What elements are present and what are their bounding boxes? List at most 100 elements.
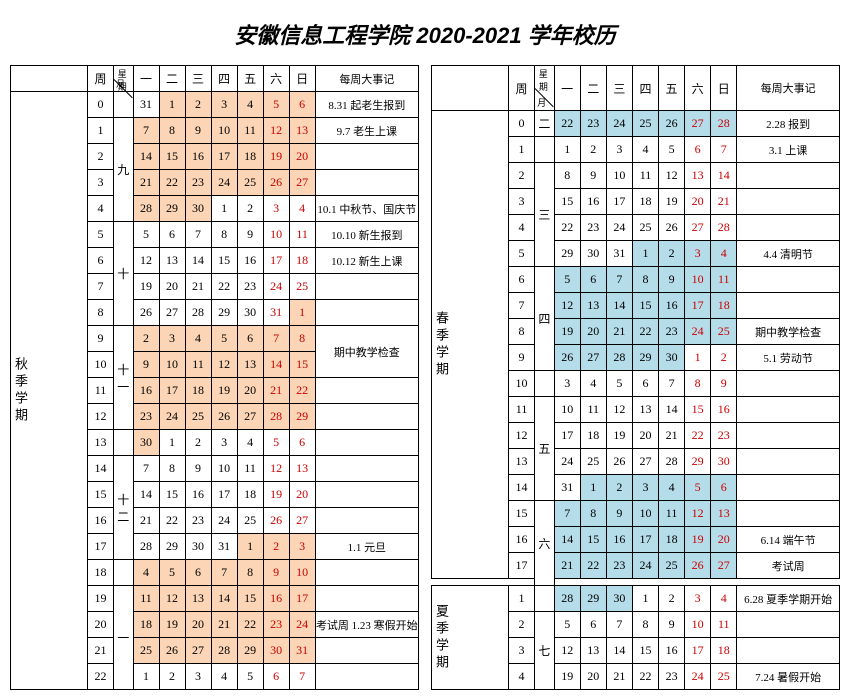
day-cell: 21 (133, 170, 159, 196)
day-cell: 17 (685, 638, 711, 664)
day-cell: 27 (685, 215, 711, 241)
week-num: 6 (509, 267, 535, 293)
day-cell: 5 (606, 371, 632, 397)
month-label: 二 (535, 111, 555, 137)
day-cell: 16 (659, 293, 685, 319)
day-cell: 17 (685, 293, 711, 319)
day-cell: 3 (685, 586, 711, 612)
day-cell: 26 (263, 508, 289, 534)
day-cell: 19 (263, 144, 289, 170)
day-cell: 8 (211, 222, 237, 248)
semester-label: 夏季学期 (432, 586, 509, 690)
day-cell: 11 (133, 586, 159, 612)
event-cell: 期中教学检查 (315, 326, 418, 378)
day-cell: 26 (685, 553, 711, 579)
event-cell (737, 423, 840, 449)
day-cell: 25 (580, 449, 606, 475)
month-label: 七 (535, 612, 555, 690)
day-cell: 31 (554, 475, 580, 501)
day-cell: 7 (711, 137, 737, 163)
event-cell (315, 586, 418, 612)
day-cell: 6 (632, 371, 658, 397)
event-cell (315, 456, 418, 482)
day-cell: 23 (185, 170, 211, 196)
day-cell: 20 (159, 274, 185, 300)
week-num: 4 (88, 196, 114, 222)
event-cell: 10.12 新生上课 (315, 248, 418, 274)
day-cell: 26 (159, 638, 185, 664)
day-cell: 6 (580, 267, 606, 293)
event-cell: 1.1 元旦 (315, 534, 418, 560)
day-cell: 5 (659, 137, 685, 163)
day-cell: 2 (711, 345, 737, 371)
day-cell: 7 (133, 118, 159, 144)
day-cell: 26 (659, 111, 685, 137)
day-cell: 8 (554, 163, 580, 189)
week-num: 19 (88, 586, 114, 612)
day-cell: 16 (185, 144, 211, 170)
day-cell: 2 (580, 137, 606, 163)
day-cell: 3 (606, 137, 632, 163)
day-cell: 22 (632, 664, 658, 690)
day-cell: 3 (185, 664, 211, 690)
day-cell: 4 (185, 326, 211, 352)
day-cell: 12 (659, 163, 685, 189)
month-label: 四 (535, 267, 555, 371)
day-cell: 27 (580, 345, 606, 371)
day-cell: 1 (237, 534, 263, 560)
week-num: 15 (509, 501, 535, 527)
week-num: 16 (88, 508, 114, 534)
day-cell: 20 (711, 527, 737, 553)
day-cell: 3 (289, 534, 315, 560)
day-cell: 16 (606, 527, 632, 553)
day-cell: 6 (237, 326, 263, 352)
week-num: 13 (509, 449, 535, 475)
day-cell: 28 (133, 534, 159, 560)
day-cell: 1 (554, 137, 580, 163)
day-cell: 22 (632, 319, 658, 345)
hdr-day: 三 (606, 66, 632, 111)
day-cell: 9 (237, 222, 263, 248)
day-cell: 5 (685, 475, 711, 501)
day-cell: 21 (554, 553, 580, 579)
week-num: 12 (88, 404, 114, 430)
day-cell: 10 (554, 397, 580, 423)
week-num: 14 (88, 456, 114, 482)
day-cell: 15 (632, 293, 658, 319)
hdr-day: 一 (133, 66, 159, 92)
day-cell: 21 (263, 378, 289, 404)
event-cell: 6.14 端午节 (737, 527, 840, 553)
day-cell: 16 (580, 189, 606, 215)
day-cell: 22 (554, 111, 580, 137)
day-cell: 30 (606, 586, 632, 612)
day-cell: 24 (159, 404, 185, 430)
day-cell: 19 (606, 423, 632, 449)
day-cell: 23 (185, 508, 211, 534)
month-label (114, 430, 134, 456)
day-cell: 7 (554, 501, 580, 527)
day-cell: 24 (685, 319, 711, 345)
hdr-day: 日 (711, 66, 737, 111)
day-cell: 27 (632, 449, 658, 475)
day-cell: 25 (711, 319, 737, 345)
day-cell: 16 (263, 586, 289, 612)
day-cell: 18 (711, 638, 737, 664)
week-num: 4 (509, 215, 535, 241)
day-cell: 26 (554, 345, 580, 371)
day-cell: 14 (606, 638, 632, 664)
day-cell: 5 (554, 267, 580, 293)
day-cell: 1 (211, 196, 237, 222)
day-cell: 29 (554, 241, 580, 267)
day-cell: 5 (554, 612, 580, 638)
day-cell: 21 (711, 189, 737, 215)
day-cell: 11 (659, 501, 685, 527)
hdr-day: 三 (185, 66, 211, 92)
day-cell: 2 (659, 586, 685, 612)
day-cell: 14 (711, 163, 737, 189)
day-cell: 22 (211, 274, 237, 300)
semester-label: 春季学期 (432, 111, 509, 579)
event-cell (315, 274, 418, 300)
event-cell: 8.31 起老生报到 (315, 92, 418, 118)
day-cell: 9 (185, 118, 211, 144)
event-cell (737, 189, 840, 215)
